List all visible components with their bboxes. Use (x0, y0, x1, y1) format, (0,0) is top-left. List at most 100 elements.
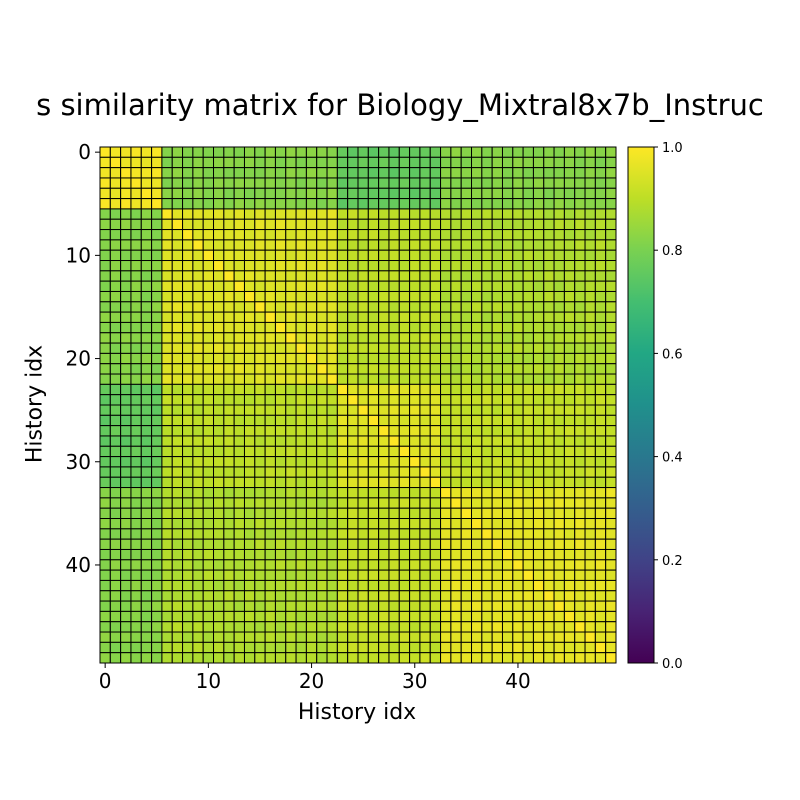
heatmap-cell (409, 590, 421, 602)
heatmap-cell (264, 177, 276, 189)
heatmap-cell (285, 352, 297, 365)
heatmap-cell (543, 208, 555, 220)
heatmap-cell (120, 548, 132, 561)
heatmap-cell (151, 156, 163, 169)
heatmap-cell (522, 610, 534, 623)
heatmap-cell (223, 528, 235, 540)
heatmap-cell (501, 187, 514, 200)
heatmap-cell (460, 631, 473, 643)
heatmap-cell (553, 249, 565, 262)
heatmap-cell (450, 414, 462, 427)
heatmap-cell (388, 466, 400, 478)
heatmap-cell (264, 280, 276, 292)
heatmap-cell (522, 363, 534, 375)
heatmap-cell (285, 610, 297, 623)
heatmap-cell (264, 146, 276, 158)
heatmap-cell (460, 156, 473, 169)
heatmap-cell (491, 548, 503, 561)
heatmap-cell (233, 528, 245, 540)
heatmap-cell (161, 466, 173, 478)
heatmap-cell (574, 590, 586, 602)
heatmap-cell (553, 198, 565, 210)
heatmap-cell (398, 538, 411, 550)
heatmap-cell (553, 394, 565, 406)
heatmap-cell (471, 569, 483, 581)
heatmap-cell (574, 187, 586, 200)
heatmap-cell (151, 590, 163, 602)
heatmap-cell (326, 518, 338, 530)
heatmap-cell (120, 538, 132, 550)
heatmap-cell (130, 373, 142, 385)
heatmap-cell (543, 435, 555, 447)
heatmap-cell (522, 321, 534, 334)
heatmap-cell (388, 146, 400, 158)
heatmap-cell (109, 249, 122, 262)
heatmap-cell (264, 631, 276, 643)
heatmap-cell (274, 342, 287, 354)
heatmap-cell (243, 476, 256, 489)
heatmap-cell (305, 414, 318, 427)
heatmap-cell (574, 301, 586, 313)
heatmap-cell (192, 590, 204, 602)
heatmap-cell (409, 342, 421, 354)
heatmap-cell (161, 579, 173, 592)
heatmap-cell (543, 198, 555, 210)
heatmap-cell (264, 610, 276, 623)
heatmap-cell (316, 518, 328, 530)
heatmap-cell (109, 373, 122, 385)
heatmap-cell (429, 270, 442, 282)
heatmap-cell (171, 456, 184, 468)
heatmap-cell (223, 600, 235, 612)
heatmap-cell (264, 652, 276, 664)
heatmap-cell (171, 518, 184, 530)
heatmap-cell (357, 610, 369, 623)
heatmap-cell (594, 229, 607, 241)
heatmap-cell (130, 621, 142, 633)
heatmap-cell (151, 249, 163, 262)
heatmap-cell (357, 156, 369, 169)
heatmap-cell (501, 652, 514, 664)
heatmap-cell (594, 548, 607, 561)
heatmap-cell (295, 414, 307, 427)
heatmap-cell (233, 497, 245, 509)
heatmap-cell (491, 425, 503, 437)
heatmap-cell (254, 404, 266, 416)
heatmap-cell (99, 548, 111, 561)
heatmap-cell (419, 280, 431, 292)
heatmap-cell (161, 507, 173, 520)
heatmap-cell (151, 621, 163, 633)
heatmap-cell (460, 487, 473, 499)
heatmap-cell (532, 404, 545, 416)
heatmap-cell (171, 497, 184, 509)
heatmap-cell (233, 290, 245, 303)
heatmap-cell (501, 394, 514, 406)
heatmap-cell (316, 363, 328, 375)
heatmap-cell (491, 445, 503, 458)
heatmap-cell (563, 559, 576, 571)
heatmap-cell (171, 631, 184, 643)
heatmap-cell (450, 177, 462, 189)
heatmap-cell (553, 487, 565, 499)
heatmap-cell (213, 610, 225, 623)
heatmap-cell (440, 342, 452, 354)
heatmap-cell (171, 445, 184, 458)
heatmap-cell (264, 260, 276, 272)
heatmap-cell (213, 590, 225, 602)
heatmap-cell (305, 249, 318, 262)
heatmap-cell (409, 363, 421, 375)
heatmap-cell (471, 260, 483, 272)
heatmap-cell (378, 301, 390, 313)
heatmap-cell (233, 363, 245, 375)
heatmap-cell (182, 239, 194, 251)
heatmap-cell (233, 373, 245, 385)
heatmap-cell (584, 177, 596, 189)
heatmap-cell (182, 425, 194, 437)
heatmap-cell (460, 208, 473, 220)
heatmap-cell (450, 579, 462, 592)
heatmap-cell (481, 404, 493, 416)
heatmap-cell (140, 218, 153, 231)
heatmap-cell (316, 569, 328, 581)
heatmap-cell (553, 610, 565, 623)
heatmap-cell (481, 218, 493, 231)
